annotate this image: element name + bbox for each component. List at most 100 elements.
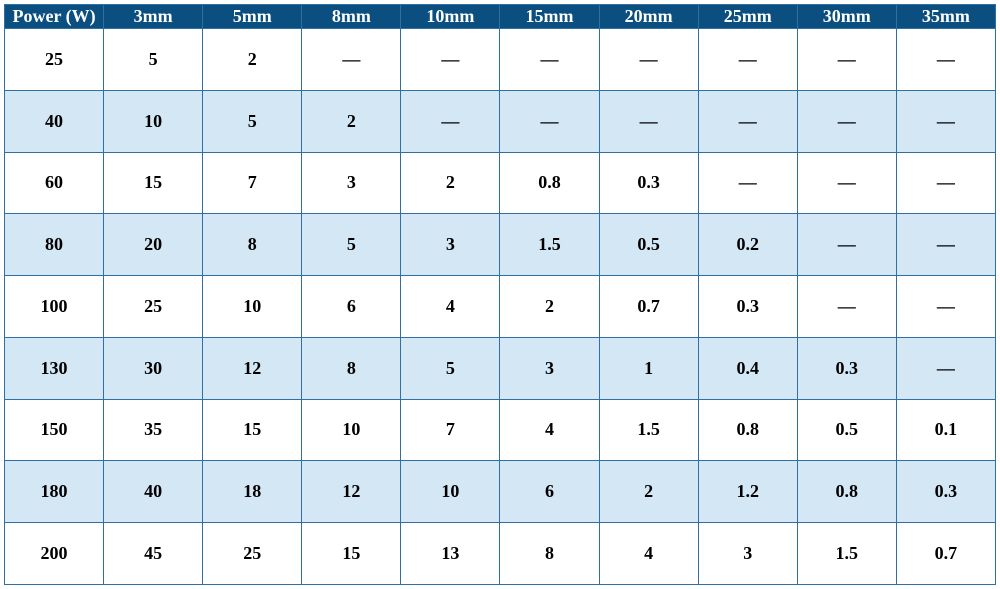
table-cell: 0.8 (500, 152, 599, 214)
table-cell: 10 (302, 399, 401, 461)
table-cell: 0.8 (797, 461, 896, 523)
table-cell: 15 (302, 523, 401, 585)
table-cell: 13 (401, 523, 500, 585)
table-cell: 0.4 (698, 337, 797, 399)
table-cell: 20 (104, 214, 203, 276)
table-cell: — (797, 152, 896, 214)
table-cell: 100 (5, 276, 104, 338)
table-cell: 30 (104, 337, 203, 399)
col-header: 10mm (401, 5, 500, 29)
table-cell: 0.3 (698, 276, 797, 338)
table-row: 2552——————— (5, 29, 996, 91)
table-cell: 0.3 (797, 337, 896, 399)
table-body: 2552———————401052——————60157320.80.3———8… (5, 29, 996, 585)
table-cell: 18 (203, 461, 302, 523)
table-cell: 0.7 (896, 523, 995, 585)
power-thickness-table: Power (W) 3mm 5mm 8mm 10mm 15mm 20mm 25m… (4, 4, 996, 585)
table-cell: 15 (203, 399, 302, 461)
table-cell: 2 (401, 152, 500, 214)
table-row: 200452515138431.50.7 (5, 523, 996, 585)
table-cell: 40 (5, 90, 104, 152)
table-cell: 1.5 (599, 399, 698, 461)
table-cell: 5 (302, 214, 401, 276)
col-header: 3mm (104, 5, 203, 29)
table-cell: — (797, 29, 896, 91)
col-header: 15mm (500, 5, 599, 29)
table-cell: — (896, 29, 995, 91)
table-cell: 25 (5, 29, 104, 91)
table-cell: 8 (203, 214, 302, 276)
table-cell: 200 (5, 523, 104, 585)
table-cell: — (896, 152, 995, 214)
table-cell: 2 (599, 461, 698, 523)
table-cell: — (500, 29, 599, 91)
table-cell: 12 (302, 461, 401, 523)
col-header: 5mm (203, 5, 302, 29)
table-cell: 8 (302, 337, 401, 399)
table-cell: 1.2 (698, 461, 797, 523)
table-cell: 8 (500, 523, 599, 585)
table-cell: — (896, 90, 995, 152)
table-cell: 4 (401, 276, 500, 338)
table-cell: 4 (599, 523, 698, 585)
table-cell: 0.2 (698, 214, 797, 276)
table-cell: 3 (302, 152, 401, 214)
table-cell: 10 (401, 461, 500, 523)
table-cell: — (500, 90, 599, 152)
table-cell: 12 (203, 337, 302, 399)
table-cell: 7 (401, 399, 500, 461)
col-header: Power (W) (5, 5, 104, 29)
table-header-row: Power (W) 3mm 5mm 8mm 10mm 15mm 20mm 25m… (5, 5, 996, 29)
table-cell: — (698, 29, 797, 91)
table-cell: 6 (500, 461, 599, 523)
table-cell: — (797, 276, 896, 338)
table-cell: 0.5 (599, 214, 698, 276)
table-cell: — (401, 90, 500, 152)
table-cell: — (599, 29, 698, 91)
table-cell: — (896, 276, 995, 338)
table-cell: — (401, 29, 500, 91)
table-row: 130301285310.40.3— (5, 337, 996, 399)
table-cell: 45 (104, 523, 203, 585)
table-cell: 3 (698, 523, 797, 585)
table-cell: 0.1 (896, 399, 995, 461)
table-cell: 5 (203, 90, 302, 152)
table-cell: 60 (5, 152, 104, 214)
col-header: 20mm (599, 5, 698, 29)
table-cell: 130 (5, 337, 104, 399)
table-cell: — (599, 90, 698, 152)
table-cell: 1.5 (797, 523, 896, 585)
table-cell: 1 (599, 337, 698, 399)
table-cell: 0.8 (698, 399, 797, 461)
table-cell: 5 (104, 29, 203, 91)
table-cell: 40 (104, 461, 203, 523)
table-row: 80208531.50.50.2—— (5, 214, 996, 276)
table-cell: 1.5 (500, 214, 599, 276)
table-cell: 3 (401, 214, 500, 276)
table-cell: — (896, 337, 995, 399)
table-cell: 5 (401, 337, 500, 399)
table-cell: 0.3 (599, 152, 698, 214)
table-cell: — (797, 214, 896, 276)
table-row: 401052—————— (5, 90, 996, 152)
table-cell: 7 (203, 152, 302, 214)
table-cell: 10 (203, 276, 302, 338)
table-cell: 2 (203, 29, 302, 91)
table-row: 150351510741.50.80.50.1 (5, 399, 996, 461)
table-cell: 0.3 (896, 461, 995, 523)
table-cell: 6 (302, 276, 401, 338)
table-cell: 25 (104, 276, 203, 338)
table-cell: 0.7 (599, 276, 698, 338)
table-cell: 10 (104, 90, 203, 152)
table-cell: — (896, 214, 995, 276)
table-cell: 25 (203, 523, 302, 585)
table-cell: 4 (500, 399, 599, 461)
col-header: 35mm (896, 5, 995, 29)
col-header: 30mm (797, 5, 896, 29)
table-cell: 80 (5, 214, 104, 276)
col-header: 8mm (302, 5, 401, 29)
table-row: 18040181210621.20.80.3 (5, 461, 996, 523)
table-cell: — (302, 29, 401, 91)
col-header: 25mm (698, 5, 797, 29)
table-cell: 3 (500, 337, 599, 399)
